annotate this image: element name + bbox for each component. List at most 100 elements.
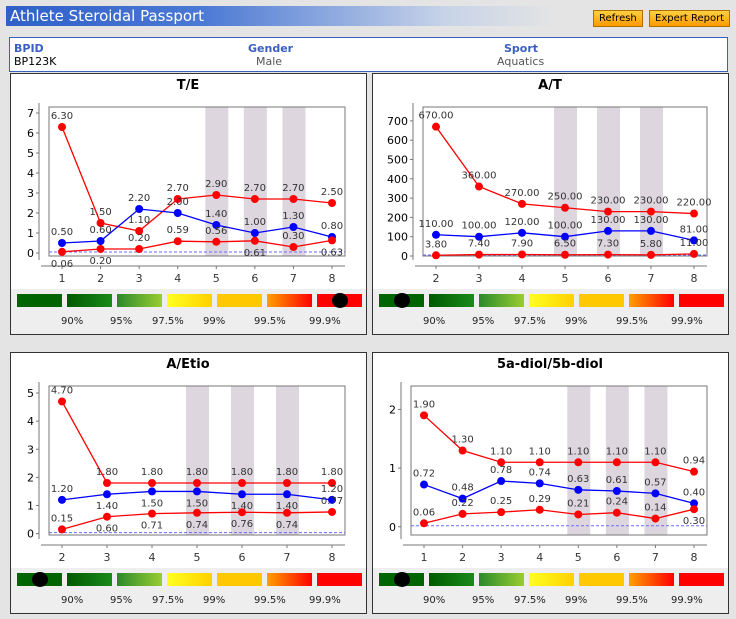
data-point: [604, 207, 612, 216]
data-point: [135, 205, 144, 213]
data-label: 0.21: [567, 498, 589, 509]
y-tick-label: 2: [27, 471, 34, 484]
data-label: 1.40: [276, 501, 298, 512]
data-label: 1.10: [606, 446, 628, 457]
data-label: 0.48: [451, 483, 473, 494]
gauge-segment: [429, 294, 474, 307]
shaded-band: [597, 107, 620, 256]
data-label: 0.06: [413, 507, 435, 518]
data-label: 100.00: [548, 221, 583, 232]
shaded-band: [554, 107, 577, 256]
data-label: 250.00: [548, 192, 583, 203]
data-label: 1.40: [231, 501, 253, 512]
y-tick-label: 200: [387, 211, 408, 224]
y-tick-label: 5: [27, 387, 34, 400]
data-label: 0.72: [413, 469, 435, 480]
y-tick-label: 4: [27, 167, 34, 180]
data-label: 0.30: [282, 231, 304, 242]
data-label: 1.90: [413, 399, 435, 410]
gauge-percent-label: 90%: [423, 316, 446, 327]
data-point: [283, 508, 291, 517]
x-tick-label: 7: [284, 551, 291, 564]
gauge-segment: [67, 294, 112, 307]
data-point: [58, 239, 66, 247]
app-title: Athlete Steroidal Passport: [6, 6, 558, 26]
data-point: [604, 250, 612, 259]
series-line: [61, 208, 333, 244]
gauge-percent-label: 97.5%: [152, 595, 184, 606]
data-label: 2.20: [128, 193, 150, 204]
data-label: 1.00: [244, 217, 266, 228]
data-point: [651, 514, 660, 523]
data-point: [193, 487, 201, 496]
y-tick-label: 0: [27, 528, 34, 541]
data-point: [690, 249, 698, 258]
data-point: [574, 485, 583, 494]
data-point: [458, 446, 467, 455]
gauge-segment: [117, 294, 162, 307]
gauge-segment: [67, 573, 112, 586]
data-point: [612, 458, 621, 467]
gauge-percent-label: 99%: [203, 595, 226, 606]
data-label: 2.50: [321, 187, 343, 198]
gauge-percent-label: 99.5%: [616, 595, 648, 606]
data-point: [612, 508, 621, 517]
data-point: [574, 510, 583, 519]
data-label: 0.57: [644, 477, 666, 488]
data-label: 1.50: [141, 498, 163, 509]
x-tick-label: 6: [605, 272, 612, 285]
chart-title: T/E: [177, 78, 200, 93]
data-point: [561, 232, 569, 241]
x-tick-label: 3: [104, 551, 111, 564]
gauge-percent-label: 99%: [565, 595, 588, 606]
data-label: 4.70: [51, 385, 73, 396]
data-point: [518, 250, 526, 259]
data-label: 2.90: [205, 179, 227, 190]
refresh-button[interactable]: Refresh: [593, 10, 643, 27]
x-tick-label: 6: [239, 551, 246, 564]
data-point: [535, 505, 544, 514]
chart-title: A/Etio: [166, 357, 209, 372]
data-point: [328, 199, 336, 207]
gauge-segment: [479, 573, 524, 586]
data-point: [420, 411, 428, 420]
data-label: 1.10: [128, 215, 150, 226]
chart-title: A/T: [538, 78, 562, 93]
data-point: [328, 507, 336, 516]
data-label: 100.00: [462, 221, 497, 232]
data-label: 1.10: [490, 446, 512, 457]
gauge-percent-label: 99.5%: [254, 595, 286, 606]
data-label: 220.00: [677, 198, 712, 209]
data-point: [518, 228, 526, 237]
data-point: [103, 478, 111, 487]
data-label: 0.40: [683, 487, 705, 498]
shaded-band: [282, 107, 306, 256]
data-label: 0.78: [490, 465, 512, 476]
data-label: 0.14: [644, 503, 666, 514]
data-point: [690, 467, 698, 476]
data-point: [690, 499, 698, 508]
data-point: [651, 489, 660, 498]
data-label: 0.71: [141, 521, 163, 532]
gauge-segment: [217, 573, 262, 586]
gauge-percent-label: 99.5%: [616, 316, 648, 327]
data-point: [173, 237, 182, 246]
series-line: [423, 414, 695, 473]
shaded-band: [640, 107, 663, 256]
y-tick-label: 3: [27, 443, 34, 456]
gauge-percent-label: 97.5%: [514, 595, 546, 606]
y-tick-label: 100: [387, 231, 408, 244]
data-label: 0.74: [186, 520, 208, 531]
gauge-segment: [679, 573, 724, 586]
x-tick-label: 2: [59, 551, 66, 564]
expert-report-button[interactable]: Expert Report: [649, 10, 731, 27]
data-label: 1.20: [51, 484, 73, 495]
data-label: 120.00: [505, 217, 540, 228]
gauge-percent-label: 90%: [423, 595, 446, 606]
y-tick-label: 0: [389, 521, 396, 534]
data-label: 1.10: [529, 446, 551, 457]
gauge-segment: [679, 294, 724, 307]
gauge-percent-label: 97.5%: [514, 316, 546, 327]
shaded-band: [205, 107, 229, 256]
data-label: 0.61: [606, 475, 628, 486]
